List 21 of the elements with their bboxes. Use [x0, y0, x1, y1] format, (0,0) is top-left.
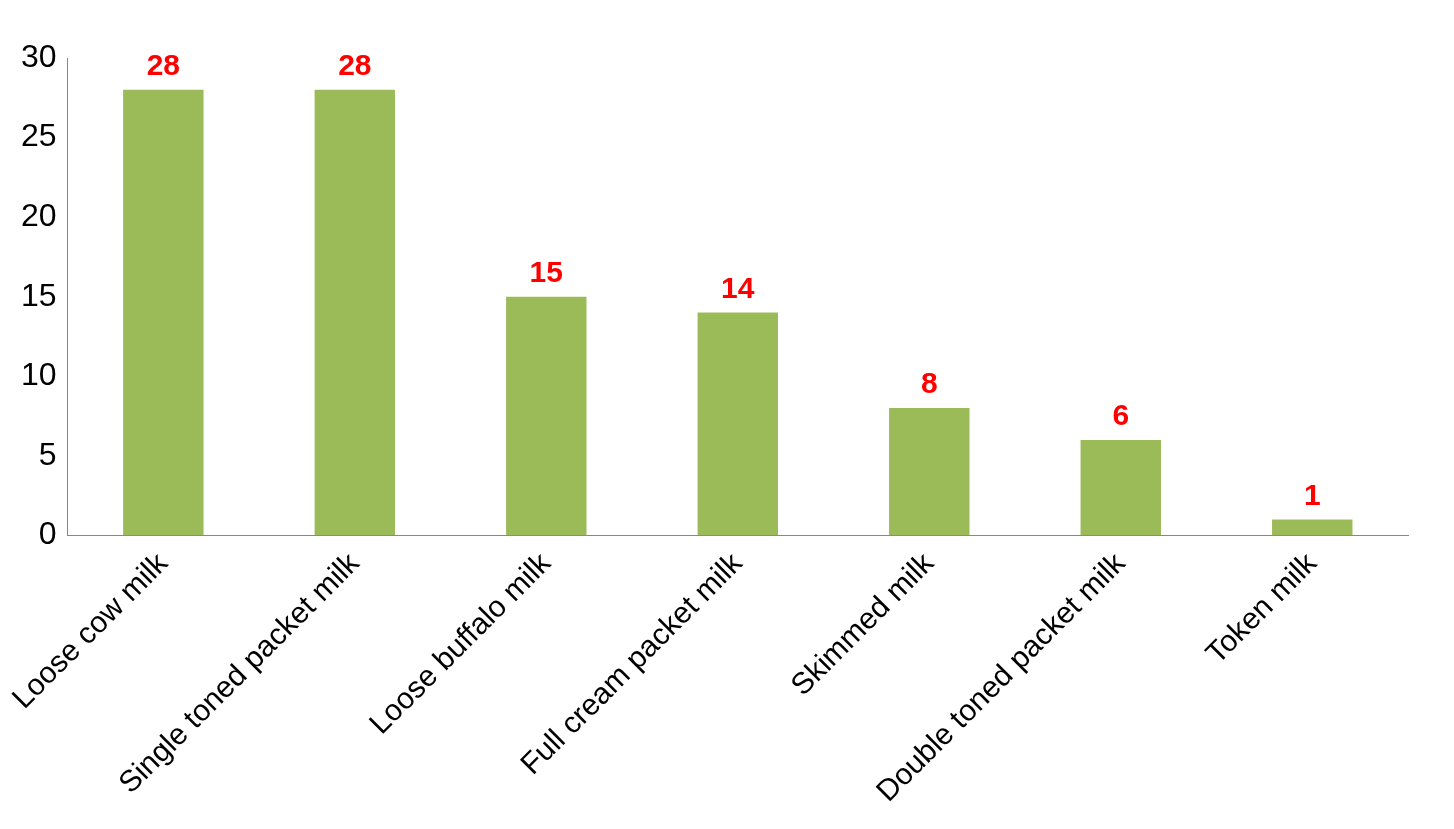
- bar: [1272, 519, 1353, 536]
- bar: [506, 296, 587, 536]
- data-label: 28: [338, 48, 372, 82]
- data-label: 15: [529, 254, 563, 288]
- bar: [123, 89, 204, 536]
- y-tick-label: 30: [21, 37, 57, 74]
- y-tick-label: 20: [21, 196, 57, 233]
- y-tick-label: 0: [38, 515, 57, 552]
- y-tick-label: 5: [38, 435, 57, 472]
- data-label: 28: [146, 48, 181, 82]
- data-label: 14: [721, 270, 755, 304]
- y-tick-label: 25: [21, 117, 57, 154]
- data-label: 8: [920, 366, 938, 400]
- bar: [1080, 439, 1161, 536]
- bar: [314, 89, 396, 536]
- y-tick-label: 10: [21, 356, 57, 393]
- bar: [889, 408, 970, 536]
- data-label: 1: [1303, 477, 1321, 511]
- y-tick-label: 15: [21, 276, 57, 313]
- bar: [697, 312, 779, 536]
- data-label: 6: [1112, 398, 1130, 432]
